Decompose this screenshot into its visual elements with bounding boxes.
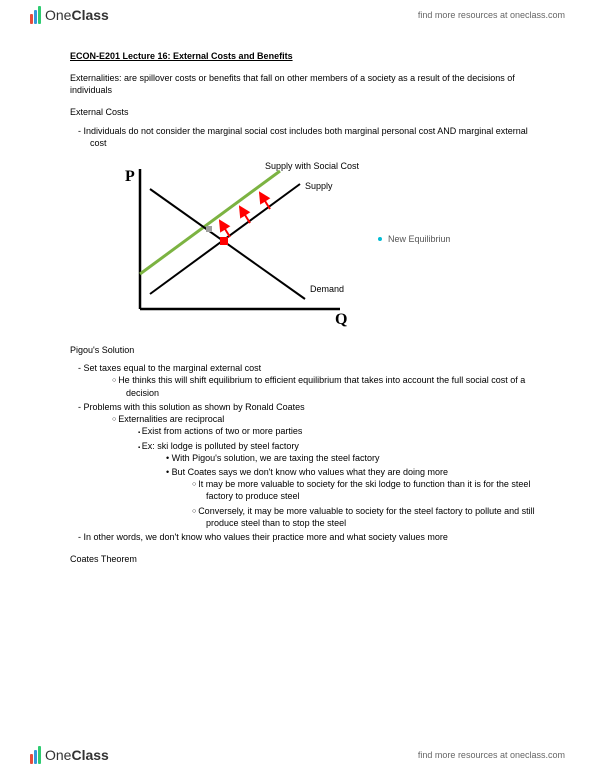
document-body: ECON-E201 Lecture 16: External Costs and…	[70, 50, 545, 571]
chart-svg: P Q Supply with Social Cost Supply Demand New…	[110, 159, 450, 329]
list-item: Set taxes equal to the marginal external…	[90, 362, 545, 399]
svg-text:Q: Q	[335, 311, 347, 328]
supply-demand-chart: P Q Supply with Social Cost Supply Demand New…	[110, 159, 545, 332]
footer: OneClass find more resources at oneclass…	[0, 740, 595, 770]
svg-text:Supply: Supply	[305, 181, 333, 191]
list-item: Problems with this solution as shown by …	[90, 401, 545, 529]
svg-text:P: P	[125, 168, 135, 185]
intro-text: Externalities: are spillover costs or be…	[70, 72, 545, 96]
list-item: But Coates says we don't know who values…	[178, 466, 545, 529]
svg-text:Supply with Social Cost: Supply with Social Cost	[265, 161, 360, 171]
list-item: It may be more valuable to society for t…	[206, 478, 545, 503]
section-heading: Pigou's Solution	[70, 344, 545, 356]
list-item: In other words, we don't know who values…	[90, 531, 545, 543]
list-item: Individuals do not consider the marginal…	[90, 125, 545, 149]
section-heading: External Costs	[70, 106, 545, 118]
list-item: Conversely, it may be more valuable to s…	[206, 505, 545, 530]
header: OneClass find more resources at oneclass…	[0, 0, 595, 30]
list-item: Externalities are reciprocal Exist from …	[126, 413, 545, 529]
logo: OneClass	[30, 6, 109, 24]
footer-tagline: find more resources at oneclass.com	[418, 750, 565, 760]
page-title: ECON-E201 Lecture 16: External Costs and…	[70, 50, 545, 62]
logo-text: OneClass	[45, 747, 109, 763]
logo-mark-icon	[30, 6, 41, 24]
list-item: He thinks this will shift equilibrium to…	[126, 374, 545, 399]
svg-text:New Equilibrium: New Equilibrium	[388, 234, 450, 244]
header-tagline: find more resources at oneclass.com	[418, 10, 565, 20]
logo: OneClass	[30, 746, 109, 764]
svg-text:Demand: Demand	[310, 284, 344, 294]
list-item: With Pigou's solution, we are taxing the…	[178, 452, 545, 464]
logo-text: OneClass	[45, 7, 109, 23]
list-item: Exist from actions of two or more partie…	[150, 425, 545, 437]
list-item: Ex: ski lodge is polluted by steel facto…	[150, 440, 545, 530]
logo-mark-icon	[30, 746, 41, 764]
section-heading: Coates Theorem	[70, 553, 545, 565]
